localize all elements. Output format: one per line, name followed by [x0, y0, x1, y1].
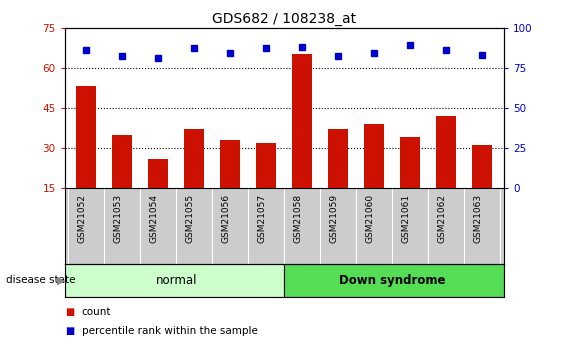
Text: GSM21056: GSM21056 — [221, 194, 230, 243]
Text: GSM21058: GSM21058 — [293, 194, 302, 243]
Bar — [256, 142, 276, 188]
Text: GSM21060: GSM21060 — [365, 194, 374, 243]
Bar — [284, 264, 504, 297]
Text: GSM21062: GSM21062 — [437, 194, 446, 243]
Bar — [185, 129, 204, 188]
Bar — [364, 124, 384, 188]
Text: GSM21061: GSM21061 — [401, 194, 410, 243]
Text: GSM21063: GSM21063 — [473, 194, 482, 243]
Bar — [113, 135, 132, 188]
Text: GSM21059: GSM21059 — [329, 194, 338, 243]
Text: GSM21055: GSM21055 — [185, 194, 194, 243]
Bar — [400, 137, 420, 188]
Text: normal: normal — [155, 274, 197, 287]
Bar — [221, 140, 240, 188]
Text: percentile rank within the sample: percentile rank within the sample — [82, 326, 257, 336]
Text: disease state: disease state — [6, 275, 75, 285]
Text: GSM21054: GSM21054 — [149, 194, 158, 243]
Bar — [292, 54, 312, 188]
Bar — [472, 145, 492, 188]
Bar — [149, 159, 168, 188]
Bar — [65, 264, 284, 297]
Text: count: count — [82, 307, 111, 317]
Text: GSM21057: GSM21057 — [257, 194, 266, 243]
Bar — [436, 116, 456, 188]
Text: ■: ■ — [65, 326, 74, 336]
Text: GSM21053: GSM21053 — [113, 194, 122, 243]
Text: GSM21052: GSM21052 — [77, 194, 86, 243]
Text: Down syndrome: Down syndrome — [339, 274, 445, 287]
Text: ▶: ▶ — [56, 275, 65, 285]
Text: ■: ■ — [65, 307, 74, 317]
Bar — [77, 87, 96, 188]
Text: GDS682 / 108238_at: GDS682 / 108238_at — [212, 12, 356, 26]
Bar — [328, 129, 348, 188]
